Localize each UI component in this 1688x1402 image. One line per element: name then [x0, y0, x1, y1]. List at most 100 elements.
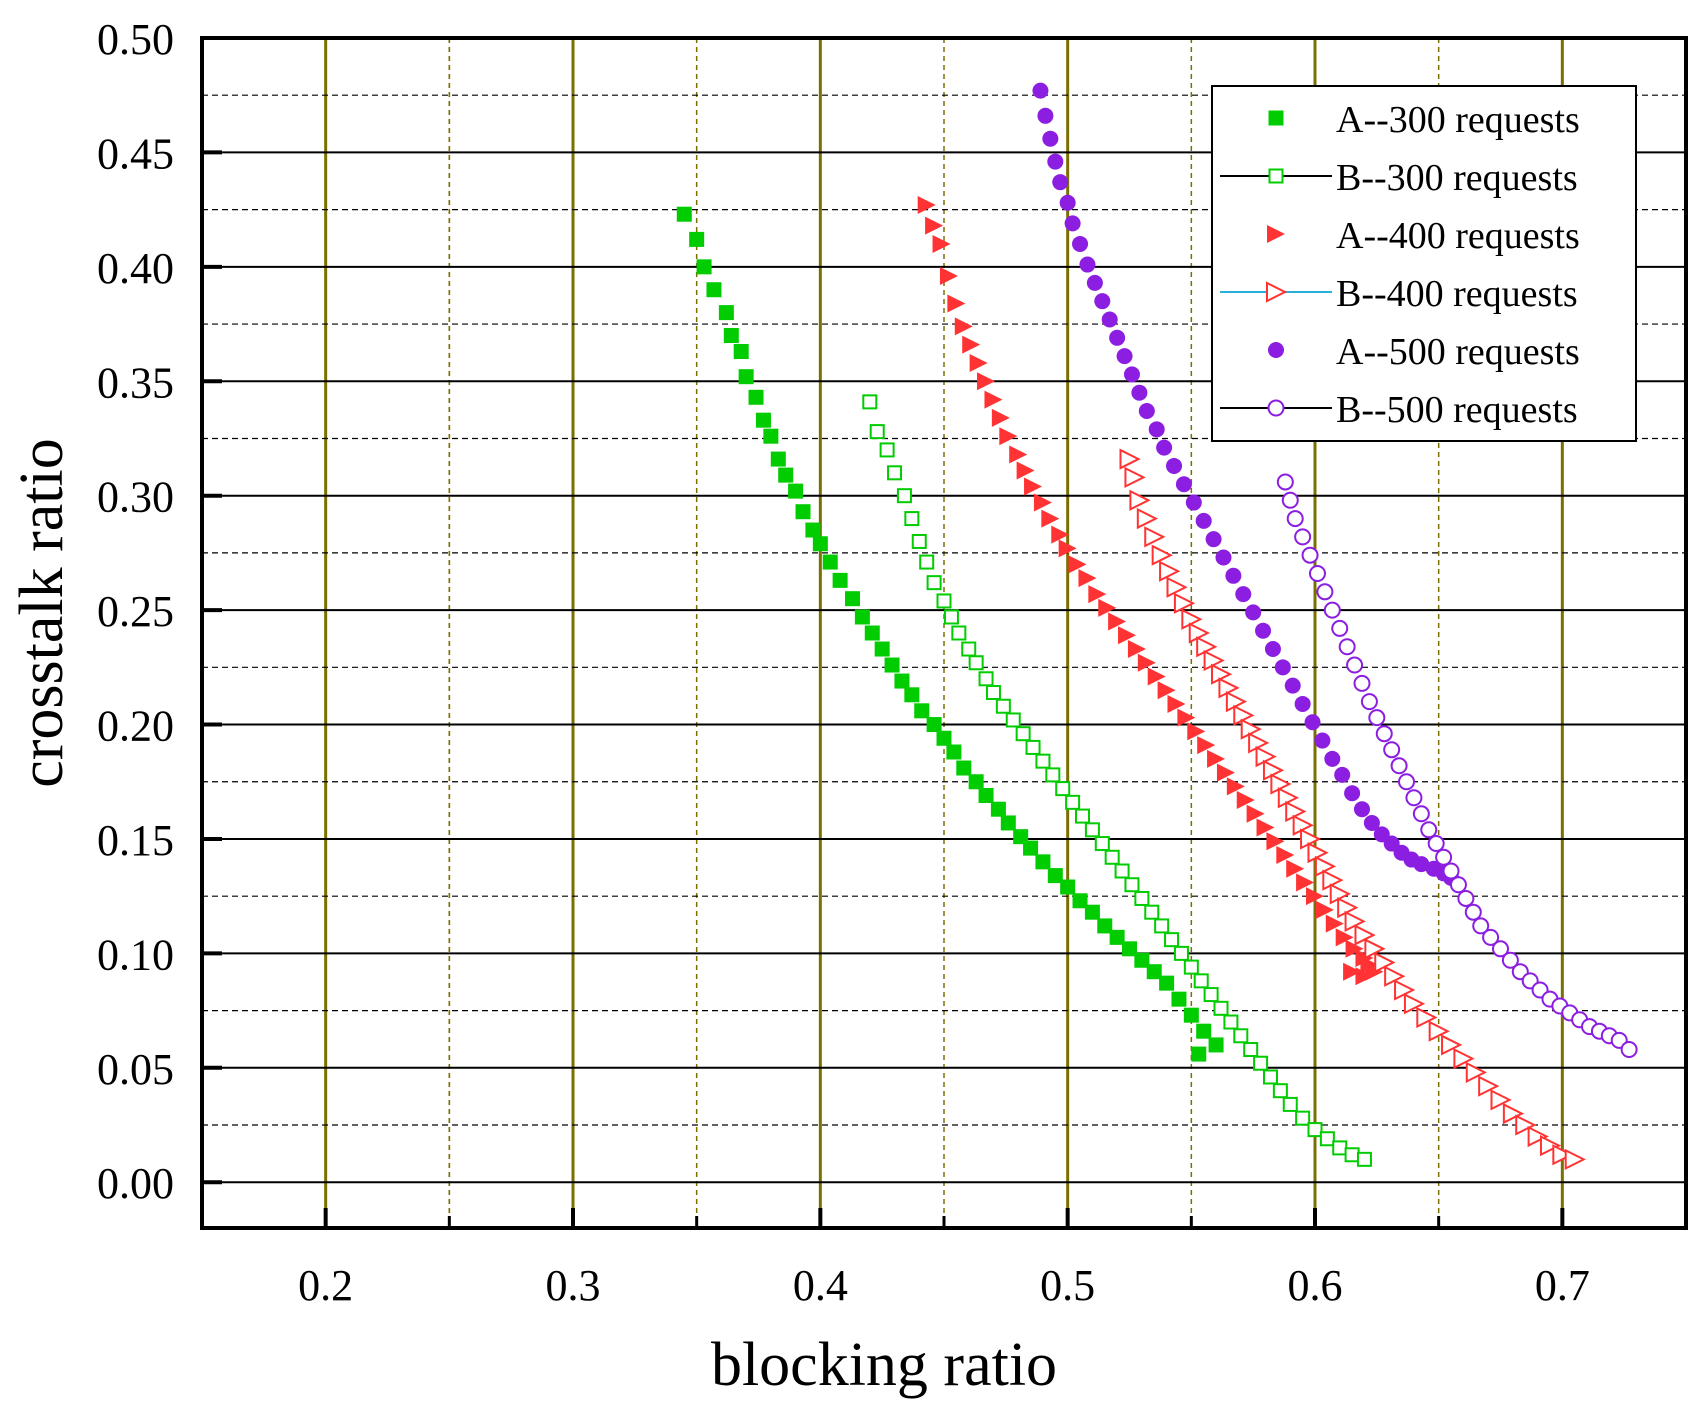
data-point — [1294, 528, 1312, 546]
data-point — [1124, 466, 1146, 489]
data-point — [968, 774, 984, 790]
data-point — [1134, 890, 1150, 906]
data-point — [1266, 832, 1285, 851]
data-point — [1177, 708, 1196, 727]
data-point — [1449, 876, 1467, 894]
data-point — [1041, 509, 1060, 528]
data-point — [1360, 693, 1378, 711]
data-point — [1502, 1102, 1525, 1125]
data-point — [1047, 153, 1064, 170]
legend-label: B--300 requests — [1336, 157, 1578, 199]
data-point — [1114, 863, 1130, 879]
legend-label: A--400 requests — [1336, 215, 1580, 257]
data-point — [1078, 569, 1097, 588]
y-tick-label: 0.05 — [97, 1045, 174, 1094]
data-point — [1086, 274, 1103, 291]
data-point — [1052, 174, 1069, 191]
legend-marker — [1267, 225, 1285, 243]
data-point — [904, 687, 920, 703]
data-point — [1134, 952, 1150, 968]
data-point — [1148, 421, 1165, 438]
data-point — [936, 593, 952, 609]
data-point — [1136, 507, 1159, 530]
data-point — [1243, 1042, 1259, 1057]
data-point — [805, 522, 821, 538]
data-point — [1032, 82, 1049, 99]
data-point — [1166, 457, 1183, 474]
data-point — [1276, 473, 1294, 491]
data-point — [939, 267, 958, 285]
data-point — [1109, 329, 1126, 346]
data-point — [1064, 215, 1081, 232]
data-point — [1193, 973, 1209, 989]
data-point — [1284, 677, 1301, 694]
data-point — [917, 196, 936, 215]
axis-ticks — [202, 36, 1565, 1228]
data-point — [1084, 822, 1100, 838]
data-point — [1245, 604, 1262, 621]
data-point — [1331, 619, 1349, 637]
data-point — [1262, 1069, 1278, 1085]
y-tick-label: 0.10 — [97, 930, 174, 979]
data-point — [763, 428, 779, 444]
data-point — [1065, 794, 1081, 810]
data-point — [1478, 1075, 1500, 1097]
y-tick-label: 0.40 — [97, 244, 174, 293]
data-point — [1482, 928, 1500, 946]
data-point — [1435, 848, 1453, 866]
data-point — [1405, 789, 1423, 807]
data-point — [943, 609, 959, 625]
data-point — [1492, 940, 1509, 958]
legend-marker — [1268, 110, 1284, 126]
data-point — [1187, 722, 1206, 741]
data-point — [832, 572, 848, 588]
data-point — [1416, 1006, 1438, 1029]
data-point — [1147, 667, 1166, 686]
x-axis-title: blocking ratio — [711, 1331, 1057, 1399]
data-point — [1037, 107, 1054, 124]
data-point — [733, 344, 749, 360]
data-point — [1236, 791, 1255, 810]
data-point — [1196, 1023, 1212, 1039]
data-point — [1235, 586, 1252, 603]
series-b-300-requests — [862, 394, 1372, 1167]
data-point — [1185, 494, 1202, 511]
legend-label: A--500 requests — [1336, 331, 1580, 373]
data-point — [1072, 235, 1089, 252]
data-point — [1035, 753, 1051, 769]
data-point — [1171, 991, 1187, 1007]
data-point — [1216, 763, 1235, 782]
data-point — [1075, 808, 1091, 824]
data-point — [990, 801, 1006, 817]
data-point — [1564, 1148, 1586, 1170]
legend-label: B--500 requests — [1336, 389, 1578, 431]
data-point — [1272, 1083, 1288, 1099]
data-point — [954, 317, 973, 336]
data-point — [1175, 476, 1192, 493]
data-point — [1233, 1028, 1249, 1044]
data-point — [1226, 777, 1245, 796]
data-point — [978, 787, 994, 803]
data-point — [1344, 1147, 1360, 1163]
series-b-500-requests — [1276, 473, 1638, 1058]
data-point — [984, 390, 1003, 409]
data-point — [1413, 856, 1430, 873]
data-point — [1154, 918, 1170, 934]
data-point — [1035, 854, 1051, 870]
data-point — [1108, 612, 1127, 631]
data-point — [1005, 712, 1021, 728]
data-point — [770, 451, 786, 467]
x-tick-label: 0.3 — [546, 1261, 601, 1310]
data-point — [968, 655, 984, 671]
data-point — [1501, 951, 1519, 969]
data-point — [869, 424, 885, 440]
data-point — [795, 504, 811, 520]
data-point — [1122, 941, 1137, 957]
data-point — [956, 760, 972, 776]
data-point — [1203, 987, 1219, 1003]
data-point — [1295, 1110, 1311, 1126]
data-point — [1116, 348, 1133, 365]
data-point — [1146, 964, 1162, 980]
data-point — [1055, 781, 1071, 797]
data-point — [844, 591, 860, 607]
